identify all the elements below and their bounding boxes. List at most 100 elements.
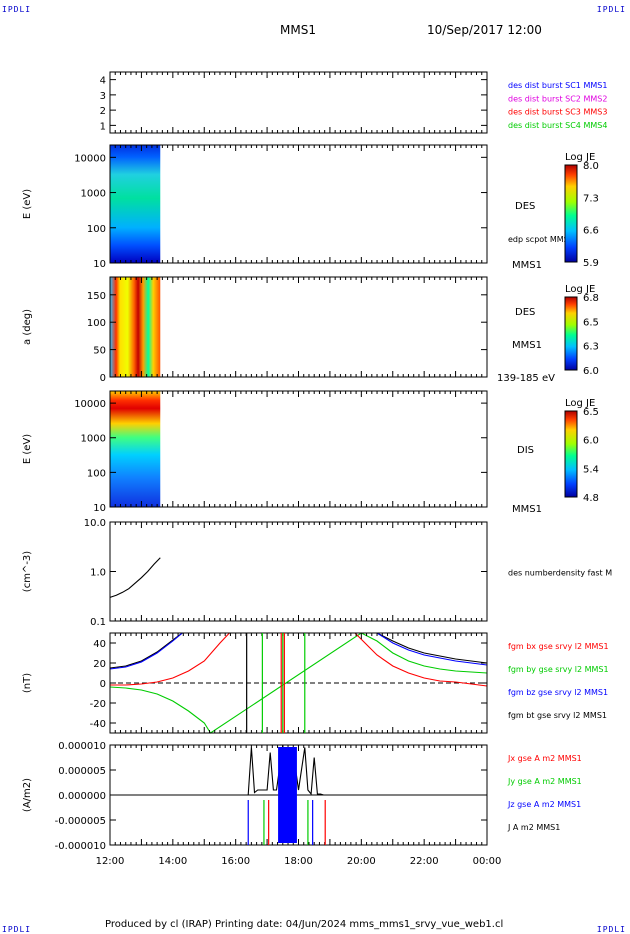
legend-entry: des numberdensity fast M [508, 569, 612, 578]
colorbar-tick-label: 5.4 [583, 464, 599, 475]
panel-right-label: 139-185 eV [497, 373, 555, 384]
panel-right-label: DES [515, 307, 535, 318]
spectrogram-block [110, 145, 161, 263]
colorbar-tick-label: 6.0 [583, 436, 599, 447]
colorbar-tick-label: 6.5 [583, 407, 599, 418]
colorbar-title: Log JE [565, 398, 595, 409]
y-tick-label: 0.000000 [58, 791, 106, 802]
colorbar [564, 296, 578, 371]
panel-right-label: MMS1 [512, 504, 542, 515]
corner-label-bottom-left: IPDLI [2, 925, 32, 934]
y-tick-label: 4 [100, 76, 106, 87]
y-tick-label: 1.0 [90, 568, 106, 579]
y-axis-label: (cm^-3) [22, 551, 33, 592]
colorbar-title: Log JE [565, 284, 595, 295]
panel-right-label: DES [515, 201, 535, 212]
y-tick-label: 2 [100, 106, 106, 117]
legend-entry: J A m2 MMS1 [507, 823, 560, 832]
y-tick-label: 10000 [74, 399, 106, 410]
y-tick-label: 0.000010 [58, 741, 106, 752]
legend-entry: fgm bz gse srvy l2 MMS1 [508, 688, 608, 697]
legend-entry: fgm by gse srvy l2 MMS1 [508, 665, 609, 674]
series-group [109, 632, 488, 669]
y-tick-label: 100 [87, 468, 106, 479]
colorbar-tick-label: 6.6 [583, 226, 599, 237]
y-tick-label: -0.000005 [55, 816, 106, 827]
series-line [109, 557, 161, 598]
y-tick-label: 0 [100, 373, 106, 384]
series-line [110, 632, 488, 687]
y-tick-label: 150 [87, 291, 106, 302]
y-tick-label: 3 [100, 91, 106, 102]
y-tick-label: 100 [87, 318, 106, 329]
series-line [109, 632, 488, 670]
y-tick-label: 10 [93, 259, 106, 270]
legend-entry: des dist burst SC2 MMS2 [508, 94, 607, 103]
datetime-title: 10/Sep/2017 12:00 [427, 23, 542, 37]
x-tick-label: 16:00 [221, 856, 250, 867]
colorbar-tick-label: 5.9 [583, 258, 599, 269]
legend-entry: fgm bx gse srvy l2 MMS1 [508, 642, 609, 651]
x-tick-label: 14:00 [158, 856, 187, 867]
colorbar-tick-label: 6.0 [583, 366, 599, 377]
y-tick-label: 40 [93, 639, 106, 650]
y-tick-label: 1000 [81, 189, 106, 200]
footer-text: Produced by cl (IRAP) Printing date: 04/… [105, 919, 504, 930]
y-axis-label: E (eV) [22, 434, 33, 464]
legend-entry: des dist burst SC1 MMS1 [508, 81, 607, 90]
y-axis-label: a (deg) [22, 309, 33, 345]
panel-frame [109, 71, 488, 134]
series-group [109, 557, 161, 598]
y-tick-label: 1000 [81, 434, 106, 445]
y-tick-label: 20 [93, 659, 106, 670]
colorbar-title: Log JE [565, 152, 595, 163]
colorbar-tick-label: 6.3 [583, 342, 599, 353]
panel-right-label: DIS [517, 445, 534, 456]
colorbar-tick-label: 7.3 [583, 193, 599, 204]
x-tick-label: 20:00 [347, 856, 376, 867]
y-tick-label: -0.000010 [55, 841, 106, 852]
x-tick-label: 00:00 [473, 856, 502, 867]
legend-entry: des dist burst SC4 MMS4 [508, 121, 607, 130]
colorbar-tick-label: 4.8 [583, 493, 599, 504]
panel-frame [109, 144, 488, 264]
y-tick-label: -40 [90, 719, 106, 730]
legend-entry: Jy gse A m2 MMS1 [507, 777, 582, 786]
panel-right-label: MMS1 [512, 260, 542, 271]
y-tick-label: 0.000005 [58, 766, 106, 777]
legend-entry: Jx gse A m2 MMS1 [507, 754, 582, 763]
colorbar-tick-label: 6.5 [583, 317, 599, 328]
spectrogram-block [110, 391, 161, 507]
y-tick-label: 100 [87, 224, 106, 235]
legend-entry: Jz gse A m2 MMS1 [507, 800, 581, 809]
legend-entry: des dist burst SC3 MMS3 [508, 108, 607, 117]
corner-label-bottom-right: IPDLI [596, 925, 626, 934]
x-tick-label: 22:00 [410, 856, 439, 867]
corner-label-top-right: IPDLI [596, 5, 626, 14]
series-group [109, 632, 488, 670]
legend-entry: fgm bt gse srvy l2 MMS1 [508, 711, 607, 720]
y-tick-label: 10.0 [84, 518, 106, 529]
panel-right-label: edp scpot MMS1 [508, 235, 574, 244]
y-axis-label: (nT) [22, 673, 33, 693]
panel-frame [109, 521, 488, 622]
y-tick-label: 10000 [74, 153, 106, 164]
colorbar [564, 164, 578, 263]
spectrogram-block [110, 277, 161, 377]
colorbar-tick-label: 6.8 [583, 293, 599, 304]
current-event-block [278, 747, 297, 843]
panel-frame [109, 276, 488, 378]
series-line [109, 632, 488, 669]
panel-right-label: MMS1 [512, 340, 542, 351]
series-line [110, 744, 487, 796]
x-tick-label: 18:00 [284, 856, 313, 867]
y-tick-label: 10 [93, 503, 106, 514]
y-tick-label: 0.1 [90, 617, 106, 628]
mission-title: MMS1 [280, 23, 316, 37]
y-tick-label: 0 [100, 679, 106, 690]
x-tick-label: 12:00 [96, 856, 125, 867]
y-tick-label: -20 [90, 699, 106, 710]
y-axis-label: (A/m2) [22, 778, 33, 812]
series-group [110, 744, 487, 796]
series-group [110, 632, 488, 687]
